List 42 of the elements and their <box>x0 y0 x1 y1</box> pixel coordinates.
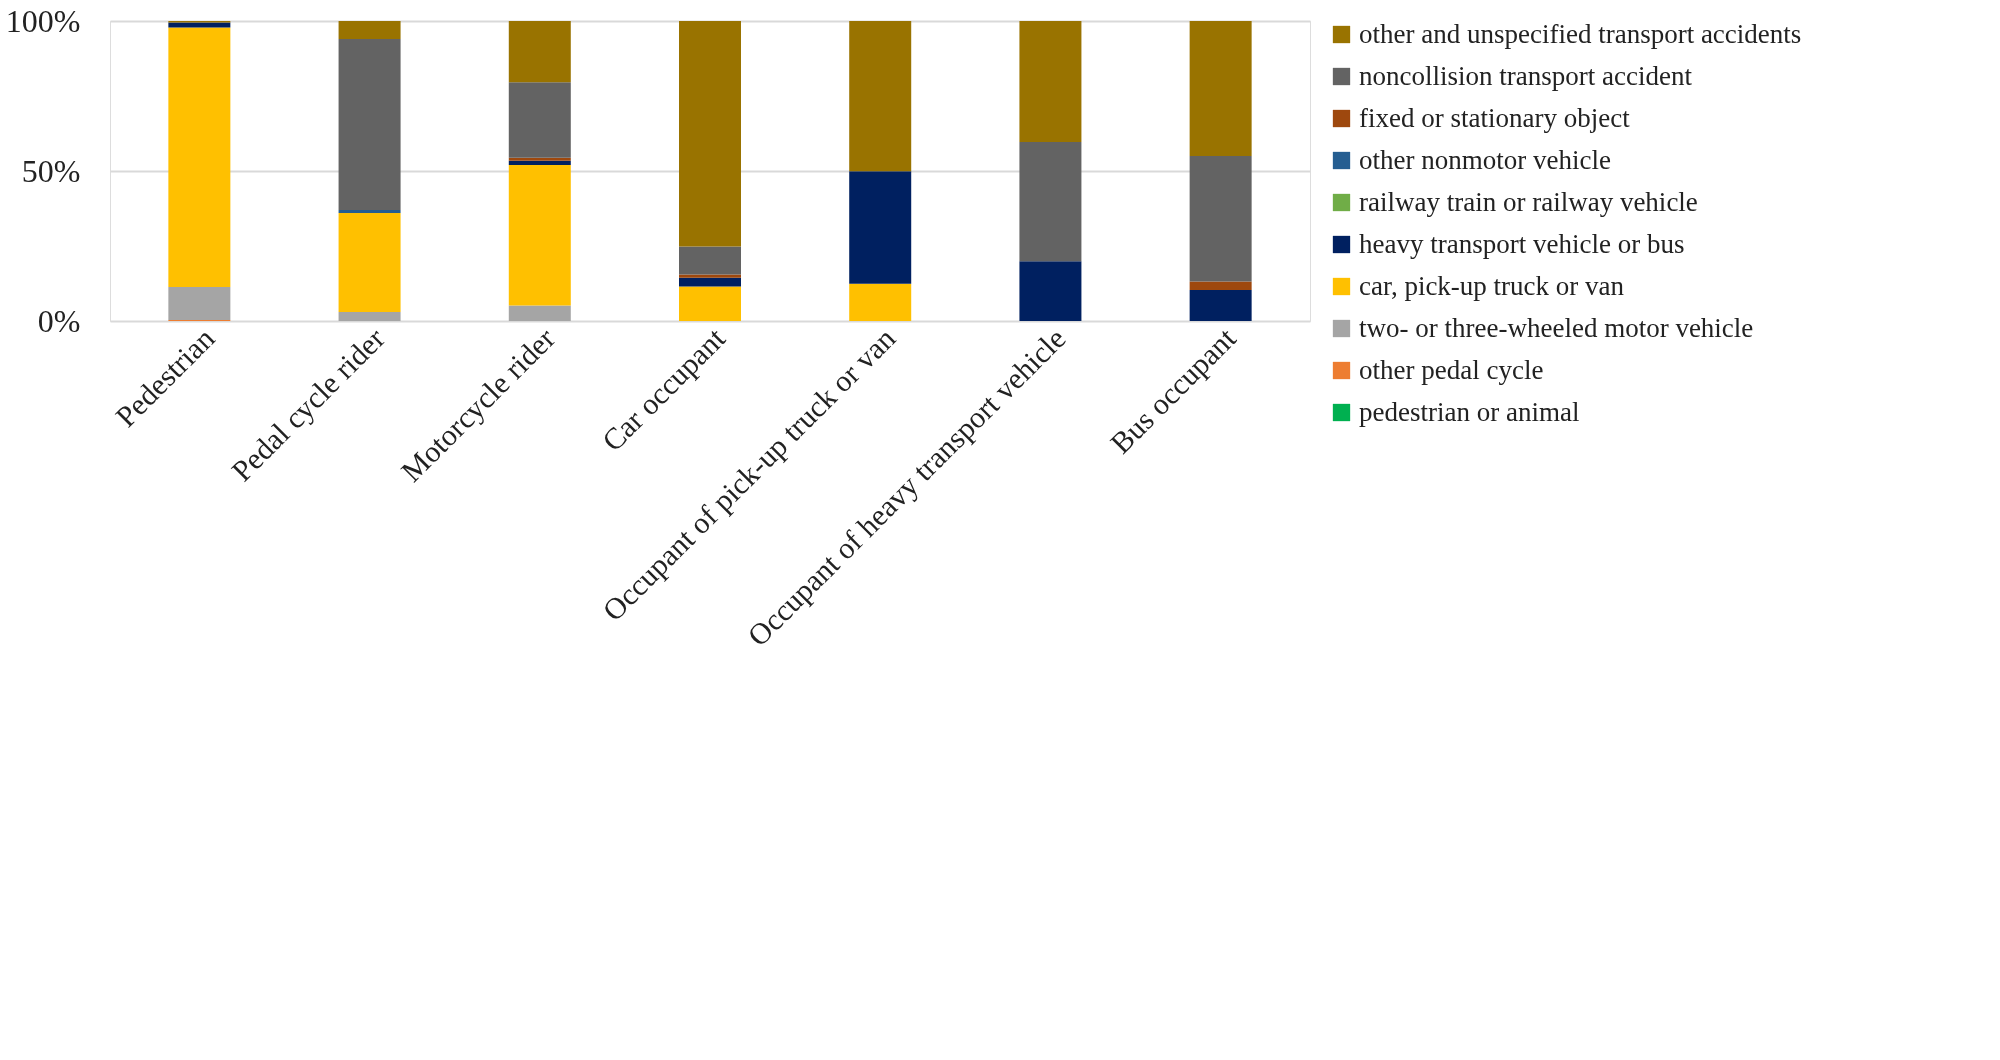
legend-label: other nonmotor vehicle <box>1359 144 1611 175</box>
bar <box>338 213 401 312</box>
bar <box>508 165 571 306</box>
bar <box>849 21 912 172</box>
bar <box>679 274 741 278</box>
bar <box>1019 261 1082 321</box>
y-tick-label: 0% <box>37 302 81 339</box>
bar <box>1189 21 1252 156</box>
y-tick-label: 100% <box>5 2 81 39</box>
bar <box>1189 156 1252 282</box>
bar <box>849 171 912 284</box>
bar <box>679 277 741 287</box>
legend-label: other pedal cycle <box>1359 354 1544 385</box>
legend-label: fixed or stationary object <box>1359 102 1631 133</box>
legend-label: railway train or railway vehicle <box>1359 186 1698 217</box>
bar <box>679 21 741 247</box>
legend-label: noncollision transport accident <box>1359 60 1693 91</box>
bar <box>849 283 912 321</box>
bar <box>508 21 571 83</box>
bar <box>679 286 741 321</box>
bar <box>338 210 401 213</box>
legend-label: car, pick-up truck or van <box>1359 270 1625 301</box>
legend-label: pedestrian or animal <box>1359 396 1580 427</box>
bar <box>508 160 571 165</box>
legend-label: two- or three-wheeled motor vehicle <box>1359 312 1754 343</box>
bar <box>338 312 401 321</box>
bar <box>168 27 231 288</box>
bar <box>338 39 401 210</box>
legend-label: other and unspecified transport accidents <box>1359 18 1802 49</box>
bar <box>508 157 571 161</box>
bar <box>1019 21 1082 142</box>
bar <box>1189 290 1252 321</box>
bar <box>679 246 741 275</box>
bar <box>168 22 231 28</box>
bar <box>1189 281 1252 291</box>
y-tick-label: 50% <box>21 152 81 189</box>
bar <box>508 305 571 321</box>
bar <box>508 82 571 158</box>
bar <box>168 287 231 321</box>
bar <box>338 21 401 39</box>
bar <box>1019 141 1082 262</box>
legend-label: heavy transport vehicle or bus <box>1359 228 1685 259</box>
